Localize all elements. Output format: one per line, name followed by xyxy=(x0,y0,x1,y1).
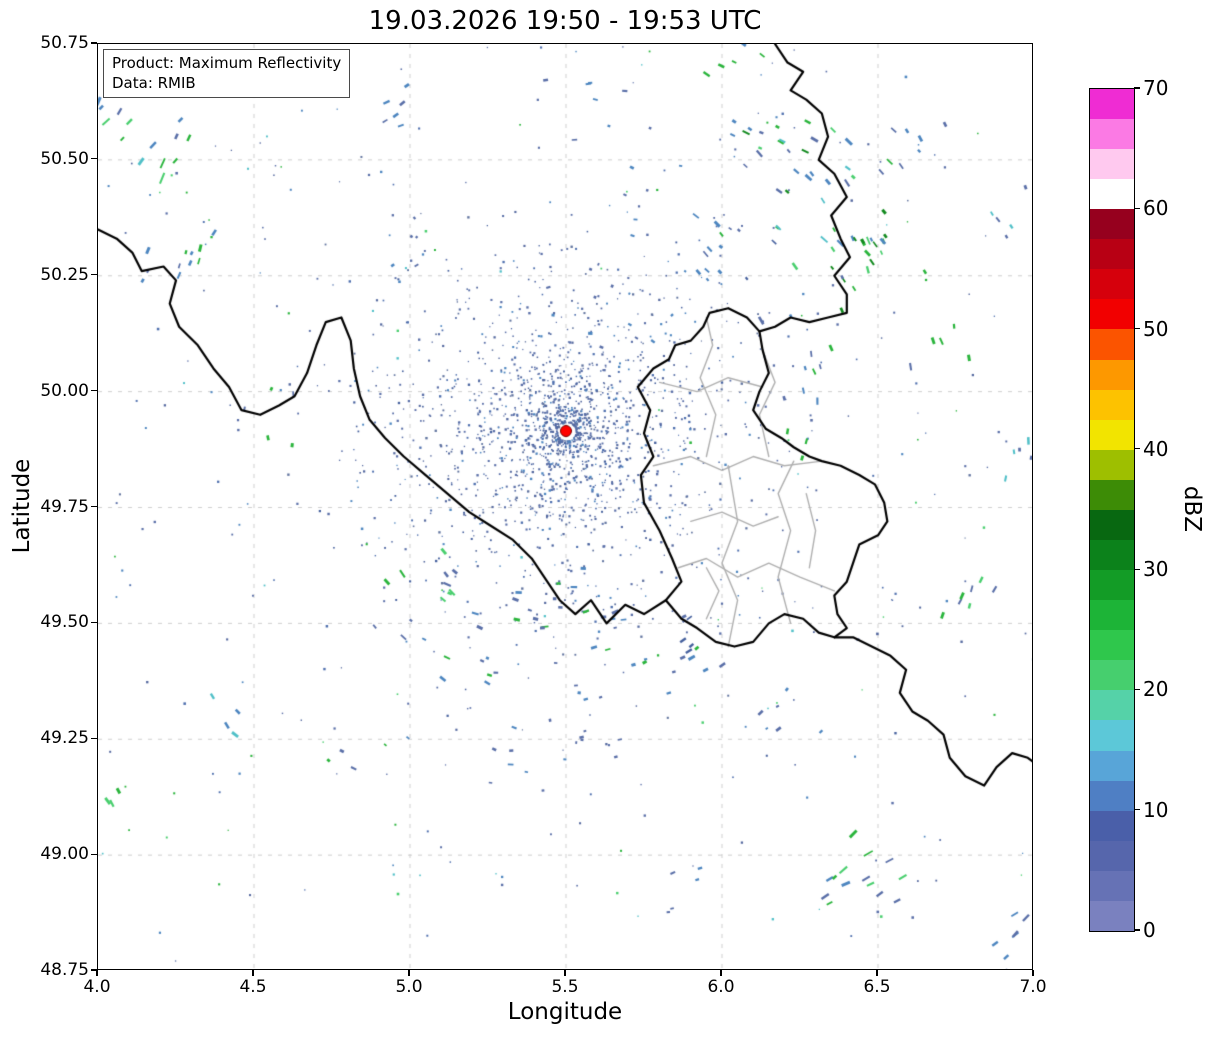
colorbar-tick-label: 50 xyxy=(1143,316,1169,341)
colorbar-tick-label: 70 xyxy=(1143,76,1169,100)
x-tick-mark xyxy=(252,970,254,976)
x-tick-label: 5.5 xyxy=(551,977,579,997)
y-tick-mark xyxy=(91,853,97,855)
x-tick-label: 7.0 xyxy=(1019,977,1047,997)
colorbar-band xyxy=(1090,118,1134,149)
colorbar-tick-mark xyxy=(1134,688,1140,691)
x-tick-mark xyxy=(720,970,722,976)
colorbar-band xyxy=(1090,660,1134,691)
x-axis-label: Longitude xyxy=(507,999,623,1025)
colorbar-tick-label: 30 xyxy=(1143,557,1169,582)
y-tick-mark xyxy=(91,390,97,392)
product-info-line1: Product: Maximum Reflectivity xyxy=(112,54,342,72)
product-info-box: Product: Maximum Reflectivity Data: RMIB xyxy=(103,49,351,98)
y-tick-mark xyxy=(91,621,97,623)
y-tick-mark xyxy=(91,274,97,276)
radar-map-canvas xyxy=(98,44,1032,969)
colorbar-tick-label: 40 xyxy=(1143,436,1169,461)
colorbar-band xyxy=(1090,720,1134,751)
y-tick-label: 48.75 xyxy=(40,960,89,980)
colorbar-band xyxy=(1090,630,1134,661)
colorbar-band xyxy=(1090,419,1134,450)
figure-title: 19.03.2026 19:50 - 19:53 UTC xyxy=(368,6,762,36)
colorbar-band xyxy=(1090,359,1134,390)
y-tick-label: 49.00 xyxy=(40,844,89,865)
y-tick-label: 49.25 xyxy=(40,728,89,749)
colorbar-tick-mark xyxy=(1134,809,1140,811)
colorbar-tick-label: 10 xyxy=(1143,797,1169,822)
colorbar-tick-label: 0 xyxy=(1143,918,1156,942)
y-tick-label: 49.50 xyxy=(40,612,89,633)
colorbar-band xyxy=(1090,269,1134,300)
colorbar-band xyxy=(1090,239,1134,270)
colorbar-tick-mark xyxy=(1134,929,1140,931)
colorbar-tick-mark xyxy=(1134,448,1140,450)
x-tick-label: 5.0 xyxy=(395,977,423,997)
colorbar-band xyxy=(1090,600,1134,631)
y-tick-label: 50.75 xyxy=(40,33,89,53)
y-tick-label: 49.75 xyxy=(40,496,89,517)
colorbar-band xyxy=(1090,570,1134,601)
y-tick-label: 50.00 xyxy=(40,380,89,401)
y-tick-label: 50.25 xyxy=(40,264,89,285)
colorbar-band xyxy=(1090,479,1134,510)
y-tick-mark xyxy=(91,158,97,160)
colorbar-band xyxy=(1090,209,1134,240)
colorbar-gradient xyxy=(1090,88,1134,931)
colorbar-tick-label: 60 xyxy=(1143,196,1169,221)
x-tick-label: 6.0 xyxy=(707,977,735,997)
colorbar-band xyxy=(1090,449,1134,480)
colorbar xyxy=(1089,88,1135,932)
colorbar-label: dBZ xyxy=(1179,485,1205,533)
plot-area: Product: Maximum Reflectivity Data: RMIB xyxy=(97,43,1033,970)
colorbar-band xyxy=(1090,539,1134,571)
x-tick-mark xyxy=(564,970,566,976)
colorbar-band xyxy=(1090,389,1134,420)
colorbar-band xyxy=(1090,840,1134,871)
colorbar-band xyxy=(1090,299,1134,330)
x-tick-label: 4.5 xyxy=(239,977,267,997)
colorbar-tick-mark xyxy=(1134,327,1140,330)
x-tick-mark xyxy=(408,970,410,976)
colorbar-tick-label: 20 xyxy=(1143,677,1169,702)
x-tick-mark xyxy=(96,970,98,976)
colorbar-band xyxy=(1090,870,1134,901)
y-tick-mark xyxy=(91,969,97,971)
colorbar-tick-mark xyxy=(1134,87,1140,89)
colorbar-band xyxy=(1090,780,1134,811)
colorbar-tick-mark xyxy=(1134,568,1140,570)
y-tick-mark xyxy=(91,737,97,739)
y-tick-mark xyxy=(91,42,97,44)
colorbar-band xyxy=(1090,179,1134,210)
colorbar-band xyxy=(1090,509,1134,540)
x-tick-mark xyxy=(1032,970,1034,976)
colorbar-band xyxy=(1090,88,1134,119)
colorbar-band xyxy=(1090,690,1134,721)
x-tick-label: 6.5 xyxy=(863,977,891,997)
x-tick-mark xyxy=(876,970,878,976)
x-tick-label: 4.0 xyxy=(83,977,111,997)
colorbar-band xyxy=(1090,810,1134,841)
colorbar-band xyxy=(1090,148,1134,180)
colorbar-band xyxy=(1090,329,1134,360)
product-info-line2: Data: RMIB xyxy=(112,74,196,93)
colorbar-band xyxy=(1090,900,1134,931)
colorbar-tick-mark xyxy=(1134,207,1140,209)
y-tick-label: 50.50 xyxy=(40,148,89,169)
y-tick-mark xyxy=(91,505,97,508)
colorbar-band xyxy=(1090,750,1134,781)
